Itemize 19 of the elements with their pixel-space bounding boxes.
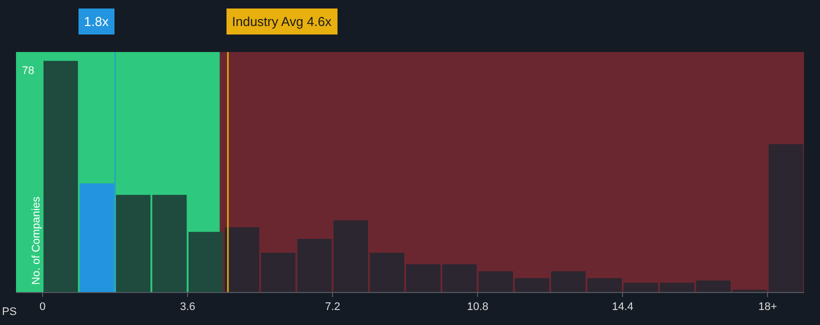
bar [224,227,260,292]
x-tick-label: 14.4 [612,301,634,314]
y-axis-title: No. of Companies [30,196,42,285]
x-tick-label: 18+ [758,301,778,314]
bar [188,232,223,292]
x-tick-label: 3.6 [180,301,196,314]
bar [116,194,150,292]
bar [152,194,187,292]
x-axis-title: PS [2,306,17,318]
bar [44,60,78,292]
bar [261,252,296,292]
bar [334,220,368,292]
x-tick-label: 7.2 [325,301,340,314]
ref-line-label: 1.8x [84,14,110,29]
x-tick-label: 10.8 [466,301,488,314]
ref-line-label: Industry Avg 4.6x [232,14,332,29]
x-tick-label: 0 [40,301,46,314]
annotation: 78 [22,65,34,77]
bar [297,238,332,292]
